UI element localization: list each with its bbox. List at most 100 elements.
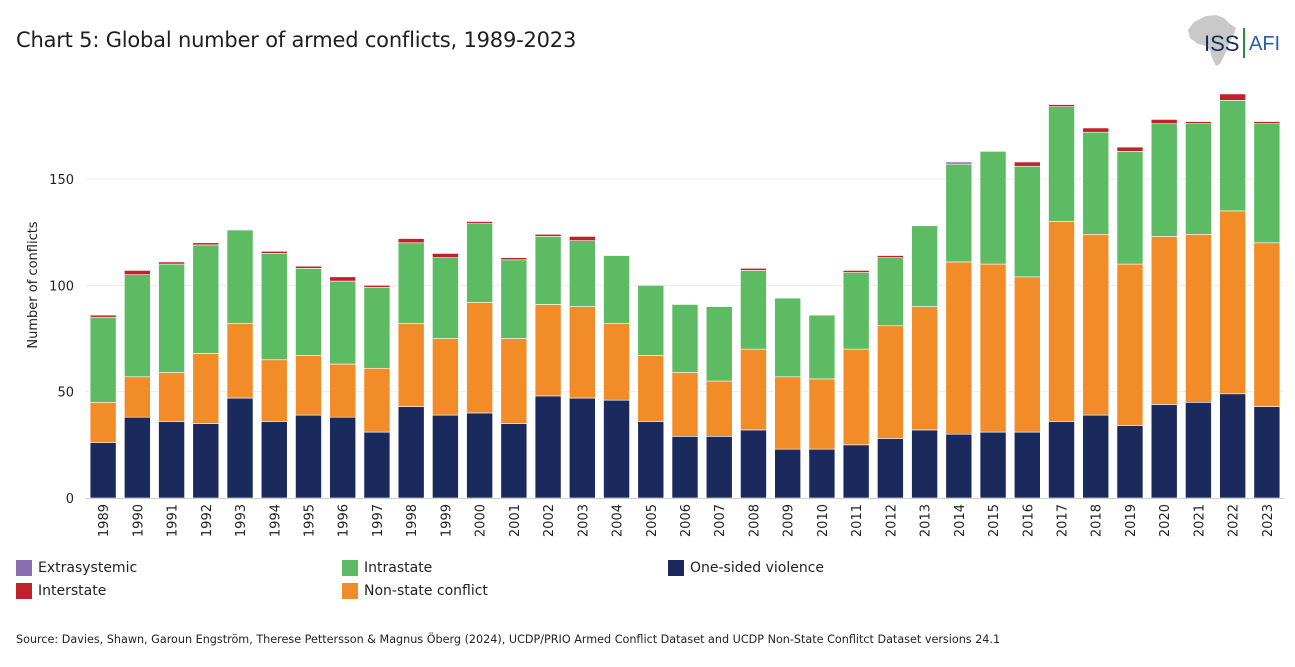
bar-non-state-conflict-2001: [500, 338, 528, 424]
bar-intrastate-1994: [260, 253, 288, 361]
bar-one-sided-violence-2020: [1150, 404, 1178, 499]
bar-intrastate-2017: [1048, 106, 1075, 222]
source-note: Source: Davies, Shawn, Garoun Engström, …: [16, 633, 1001, 646]
legend-label: Interstate: [38, 583, 107, 599]
bar-one-sided-violence-2014: [945, 433, 973, 499]
bar-intrastate-1992: [192, 244, 220, 354]
bar-interstate-2022: [1219, 93, 1246, 101]
bar-one-sided-violence-1990: [124, 416, 151, 499]
bar-non-state-conflict-1996: [329, 363, 357, 418]
bar-interstate-2023: [1253, 121, 1281, 125]
bar-non-state-conflict-2000: [466, 302, 493, 414]
x-tick-label: 2002: [542, 504, 557, 537]
bar-interstate-2016: [1013, 161, 1041, 167]
x-tick-label: 2020: [1158, 504, 1173, 537]
bar-one-sided-violence-2003: [569, 397, 596, 499]
x-tick-label: 1991: [166, 504, 181, 537]
legend-item-one-sided-violence: One-sided violence: [668, 560, 824, 576]
bar-one-sided-violence-1998: [397, 406, 425, 499]
bar-non-state-conflict-2002: [534, 304, 562, 397]
bar-one-sided-violence-1991: [158, 421, 185, 499]
bar-intrastate-2019: [1116, 151, 1144, 265]
x-tick-label: 2008: [747, 504, 762, 537]
bar-one-sided-violence-2008: [740, 429, 767, 499]
x-tick-label: 1998: [405, 504, 420, 537]
bar-non-state-conflict-2013: [911, 306, 938, 431]
bar-intrastate-1990: [124, 274, 151, 378]
bar-one-sided-violence-2022: [1219, 393, 1246, 499]
bar-intrastate-1995: [295, 268, 322, 356]
bar-intrastate-2009: [774, 297, 801, 378]
bar-one-sided-violence-2021: [1185, 401, 1212, 499]
bar-interstate-2021: [1185, 121, 1212, 125]
x-tick-label: 2007: [713, 504, 728, 537]
legend-swatch: [16, 560, 32, 576]
bar-intrastate-2016: [1013, 165, 1041, 278]
iss-afi-logo: ISS AFI: [1180, 12, 1280, 68]
bar-one-sided-violence-2013: [911, 429, 938, 499]
bar-intrastate-1998: [397, 242, 425, 324]
x-tick-label: 2016: [1021, 504, 1036, 537]
bar-non-state-conflict-1990: [124, 376, 151, 418]
logo-right-text: AFI: [1249, 33, 1281, 55]
bar-one-sided-violence-1993: [226, 397, 254, 499]
legend-label: Intrastate: [364, 560, 433, 576]
bar-non-state-conflict-2011: [842, 348, 870, 446]
bar-non-state-conflict-2006: [671, 372, 699, 437]
bar-intrastate-2013: [911, 225, 938, 307]
bar-intrastate-1989: [89, 316, 117, 403]
x-tick-label: 1993: [234, 504, 249, 537]
bar-interstate-2020: [1150, 119, 1178, 125]
bar-interstate-1994: [260, 251, 288, 254]
x-tick-label: 2006: [679, 504, 694, 537]
legend-label: Extrasystemic: [38, 560, 138, 576]
bar-non-state-conflict-2017: [1048, 221, 1075, 422]
y-axis-title: Number of conflicts: [26, 221, 41, 348]
legend-swatch: [16, 583, 32, 599]
x-tick-label: 2014: [953, 504, 968, 537]
bar-one-sided-violence-2012: [877, 438, 904, 499]
x-tick-label: 1989: [97, 504, 112, 537]
bar-one-sided-violence-2007: [705, 436, 733, 499]
bar-interstate-1990: [124, 270, 151, 275]
x-tick-label: 1995: [302, 504, 317, 537]
bar-intrastate-2018: [1082, 131, 1110, 235]
bar-intrastate-2004: [603, 255, 630, 324]
bar-intrastate-1993: [226, 229, 254, 324]
x-tick-label: 2003: [576, 504, 591, 537]
legend-swatch: [342, 583, 358, 599]
bar-one-sided-violence-2005: [637, 421, 665, 499]
bar-interstate-1992: [192, 242, 220, 246]
bar-interstate-2018: [1082, 127, 1110, 133]
bar-interstate-2002: [534, 233, 562, 237]
bar-interstate-2000: [466, 221, 493, 224]
legend-item-intrastate: Intrastate: [342, 560, 432, 576]
x-tick-label: 1990: [131, 504, 146, 537]
legend-swatch: [668, 560, 684, 576]
bar-interstate-2001: [500, 257, 528, 261]
bar-non-state-conflict-2008: [740, 348, 767, 431]
x-tick-label: 2005: [645, 504, 660, 537]
bar-intrastate-2010: [808, 314, 836, 380]
bar-non-state-conflict-2004: [603, 323, 630, 401]
bar-interstate-1995: [295, 265, 322, 269]
bar-non-state-conflict-2003: [569, 306, 596, 399]
bar-non-state-conflict-1998: [397, 323, 425, 407]
bar-non-state-conflict-2014: [945, 261, 973, 435]
bar-intrastate-2012: [877, 257, 904, 327]
bar-non-state-conflict-2010: [808, 378, 836, 450]
bar-intrastate-2022: [1219, 100, 1246, 212]
x-tick-label: 2015: [987, 504, 1002, 537]
legend-item-non-state-conflict: Non-state conflict: [342, 583, 488, 599]
bar-interstate-1996: [329, 276, 357, 282]
bar-interstate-2008: [740, 268, 767, 271]
bar-intrastate-2015: [979, 151, 1007, 265]
bar-intrastate-2002: [534, 236, 562, 305]
bar-one-sided-violence-1999: [432, 414, 459, 499]
bar-one-sided-violence-2001: [500, 423, 528, 499]
legend-label: Non-state conflict: [364, 583, 488, 599]
x-tick-label: 2017: [1056, 504, 1071, 537]
bar-intrastate-2001: [500, 259, 528, 339]
bar-intrastate-2008: [740, 270, 767, 350]
bar-intrastate-1991: [158, 263, 185, 373]
